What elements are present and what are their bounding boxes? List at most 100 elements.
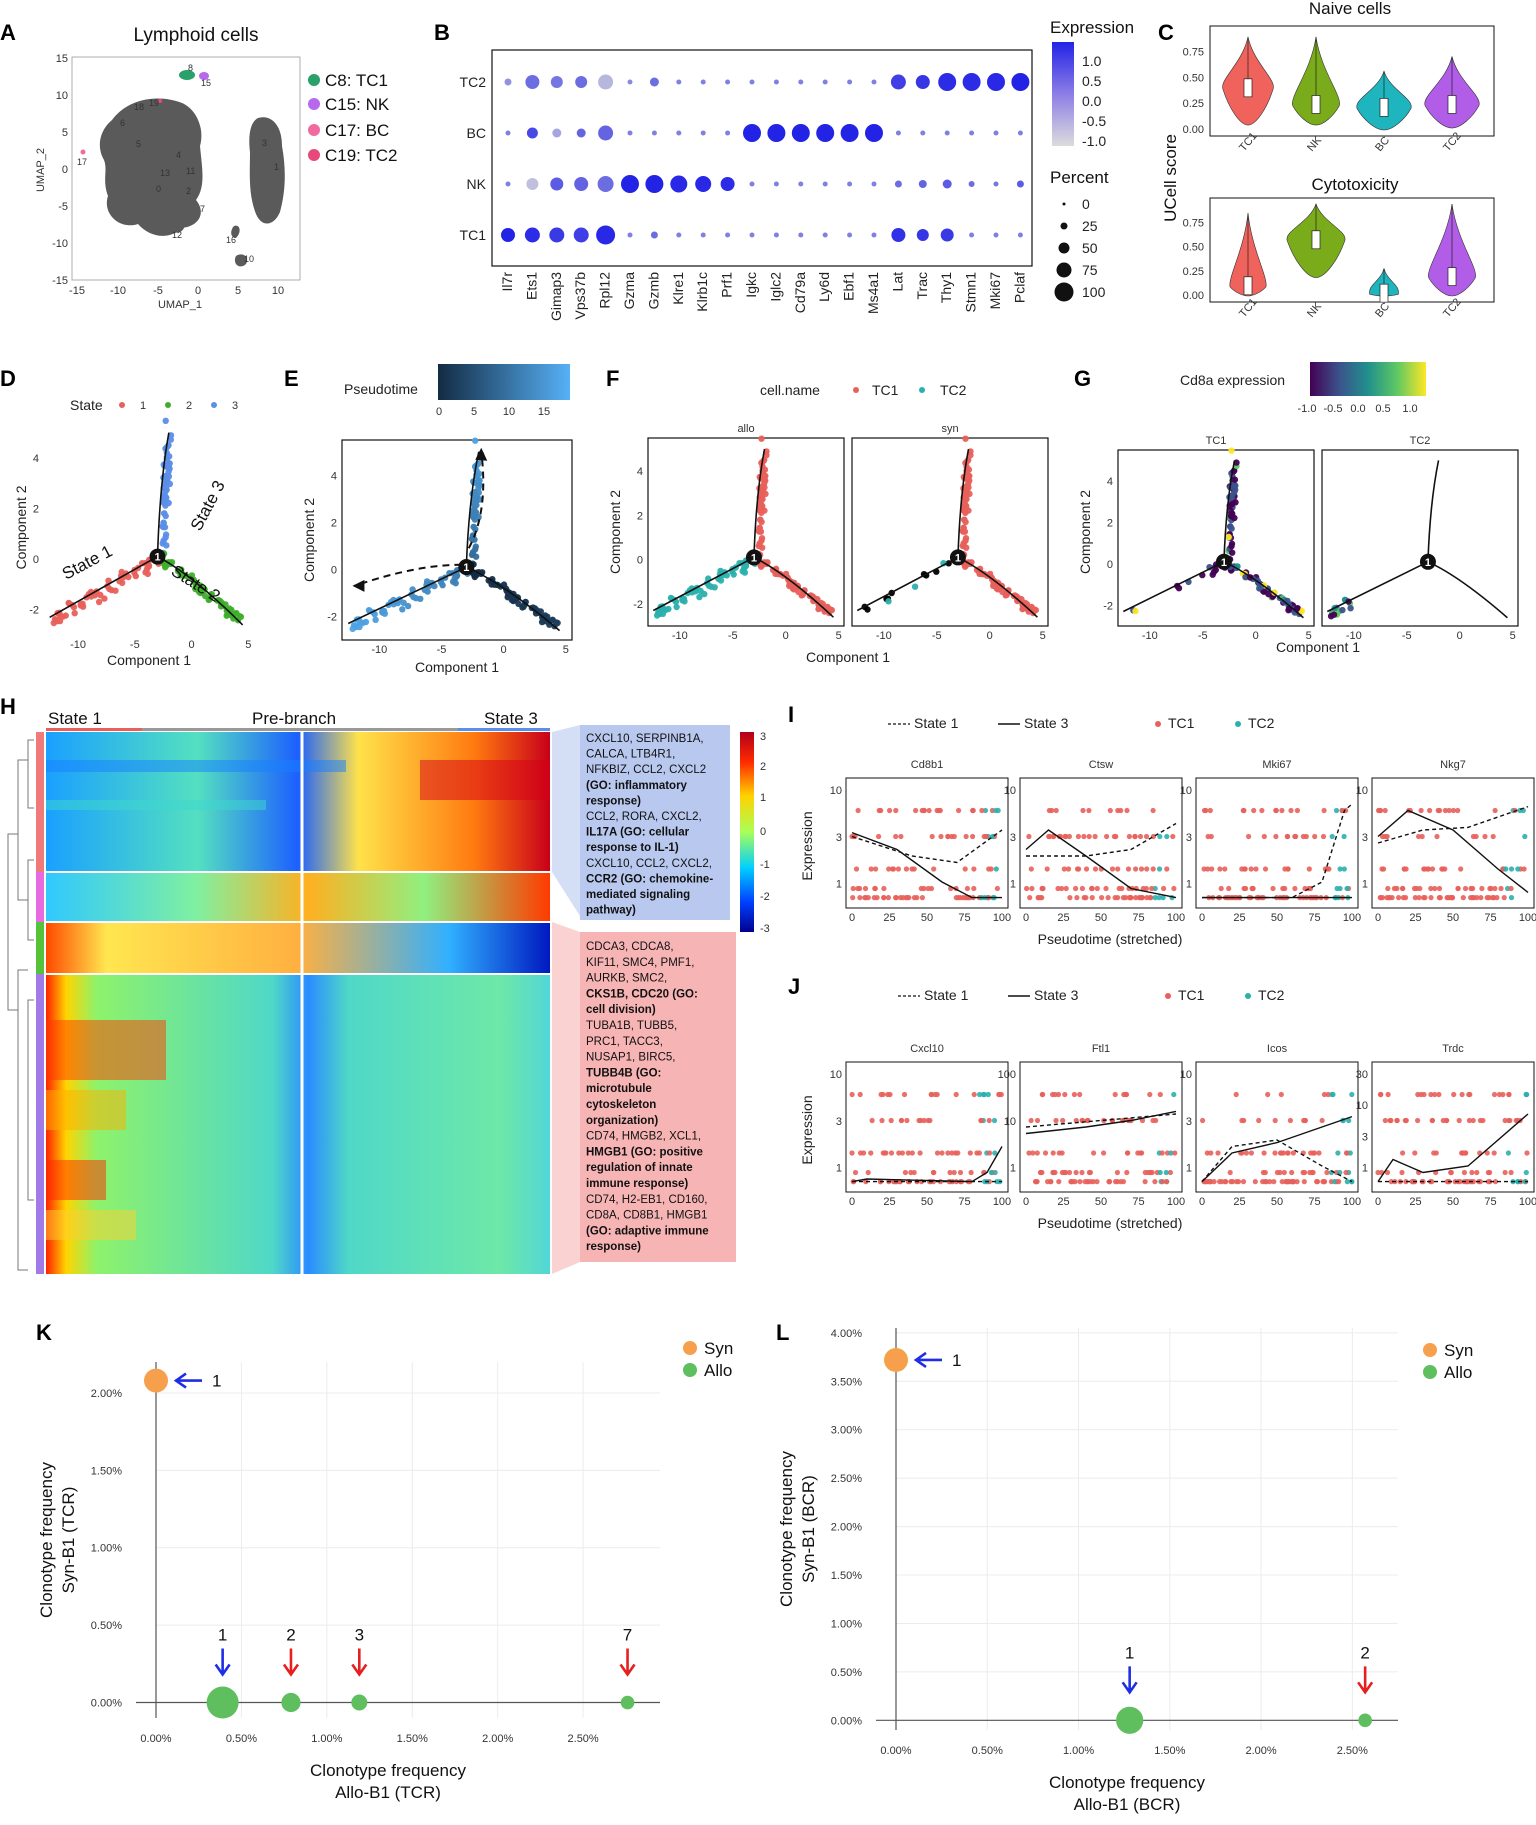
panel-c-ylabel: UCell score (1161, 134, 1180, 222)
cell-point (475, 477, 483, 484)
y-tick-label: 3.50% (831, 1376, 862, 1388)
expression-point (885, 1091, 891, 1098)
dot-tc1-gimap3 (549, 227, 565, 243)
expression-point (1349, 1091, 1355, 1098)
annotation-line: CDCA3, CDCA8, (586, 941, 674, 953)
expression-point (1410, 1179, 1416, 1185)
violin-title-cytotoxicity: Cytotoxicity (1312, 175, 1399, 194)
cell-point (554, 619, 561, 627)
smoother-ytick: 1 (1362, 879, 1368, 891)
cell-point (730, 571, 737, 578)
cluster-num-1: 1 (274, 162, 279, 172)
expression-point (1285, 833, 1291, 840)
x-tick-label: 2.50% (1337, 1745, 1368, 1757)
smoother-xtick: 50 (1271, 1196, 1283, 1208)
annotation-line: CD74, HMGB2, XCL1, (586, 1131, 701, 1143)
panel-a-xlabel: UMAP_1 (158, 299, 202, 311)
smoother-xtick: 100 (1167, 912, 1185, 924)
expression-point (1282, 866, 1288, 872)
expression-point (1433, 1150, 1439, 1156)
cell-point (177, 572, 184, 579)
traj-ytick: 2 (33, 504, 39, 516)
expression-point (1235, 1179, 1242, 1185)
cell-point (71, 610, 78, 617)
expression-point (1075, 833, 1081, 840)
expression-point (1262, 866, 1269, 872)
annotation-line: cytoskeleton (586, 1099, 656, 1111)
expression-point (1522, 833, 1528, 840)
expression-point (1484, 1150, 1490, 1156)
expression-point (1427, 807, 1433, 814)
smoother-ytick: 3 (836, 1116, 842, 1128)
panel-e-trajectory: 1 (347, 437, 561, 632)
expression-point (1133, 866, 1139, 872)
expression-point (1143, 885, 1149, 892)
panel-g-trajectory: 1 (1326, 460, 1508, 620)
traj-xtick: -10 (70, 639, 86, 651)
expression-point (1480, 1117, 1486, 1124)
dot-tc1-pclaf (1017, 232, 1023, 238)
dot-tc2-gzma (627, 79, 633, 85)
expression-point (956, 807, 962, 814)
expression-point (1320, 833, 1327, 840)
expression-point (939, 1150, 945, 1156)
heatmap-dendrogram (7, 739, 34, 1271)
y-tick-label: 3.00% (831, 1425, 862, 1437)
smoother-xtick: 100 (1519, 1196, 1536, 1208)
panel-label-k: K (36, 1320, 52, 1345)
expression-point (1419, 833, 1425, 840)
panel-g-facet-label: TC2 (1410, 435, 1431, 447)
legend-tc1 (853, 387, 859, 393)
expression-point (1294, 807, 1300, 814)
expression-point (1322, 866, 1328, 872)
expression-point (918, 885, 924, 892)
smoother-frame (1371, 1061, 1535, 1193)
expression-point (1479, 885, 1485, 892)
expression-point (1346, 1117, 1352, 1124)
expression-point (1217, 866, 1223, 872)
expression-point (1127, 895, 1133, 901)
expression-point (1401, 866, 1407, 872)
smoother-ytick: 10 (1180, 1069, 1192, 1081)
dot-tc2-iglc2 (773, 79, 779, 85)
traj-xtick: -5 (130, 639, 140, 651)
gene-facet-label: Nkg7 (1440, 759, 1466, 771)
expression-point (971, 866, 977, 872)
expression-point (1163, 1169, 1169, 1176)
legend-state3-label: State 3 (1024, 715, 1069, 731)
expression-point (1028, 1117, 1034, 1124)
dot-nk-stmn1 (968, 181, 975, 187)
expression-point (1228, 1179, 1234, 1185)
expression-point (1026, 1150, 1032, 1156)
expression-point (852, 833, 858, 840)
expression-point (1508, 1169, 1514, 1176)
dot-nk-ets1 (526, 178, 539, 190)
expression-point (1432, 885, 1438, 892)
expression-point (949, 1150, 955, 1156)
expression-point (1112, 1091, 1118, 1098)
x-tick-label: 2.00% (482, 1733, 513, 1745)
expression-point (1079, 885, 1085, 892)
cell-point (1330, 611, 1338, 618)
expression-point (978, 1117, 984, 1124)
hm-tick: -2 (760, 891, 770, 903)
expression-point (1425, 866, 1432, 872)
cell-point (97, 591, 104, 599)
legend-allo-label: Allo (1444, 1363, 1472, 1382)
cd8a-tick: -0.5 (1324, 403, 1343, 415)
cell-point (681, 598, 688, 605)
dot-bc-mki67 (993, 130, 999, 136)
smoother-xtick: 0 (1199, 912, 1205, 924)
trajectory-skeleton (347, 451, 561, 632)
dot-tc1-thy1 (940, 228, 954, 242)
expression-point (1067, 895, 1073, 901)
expression-point (970, 833, 976, 840)
expression-point (945, 833, 951, 840)
expression-point (862, 895, 868, 901)
expression-point (951, 1169, 957, 1176)
smoother-ytick: 3 (1362, 1131, 1368, 1143)
panel-f-trajectory: 1 (856, 435, 1040, 618)
expression-point (1403, 1179, 1409, 1185)
cell-point (1228, 447, 1235, 454)
expr-tick: 0.0 (1082, 93, 1102, 109)
